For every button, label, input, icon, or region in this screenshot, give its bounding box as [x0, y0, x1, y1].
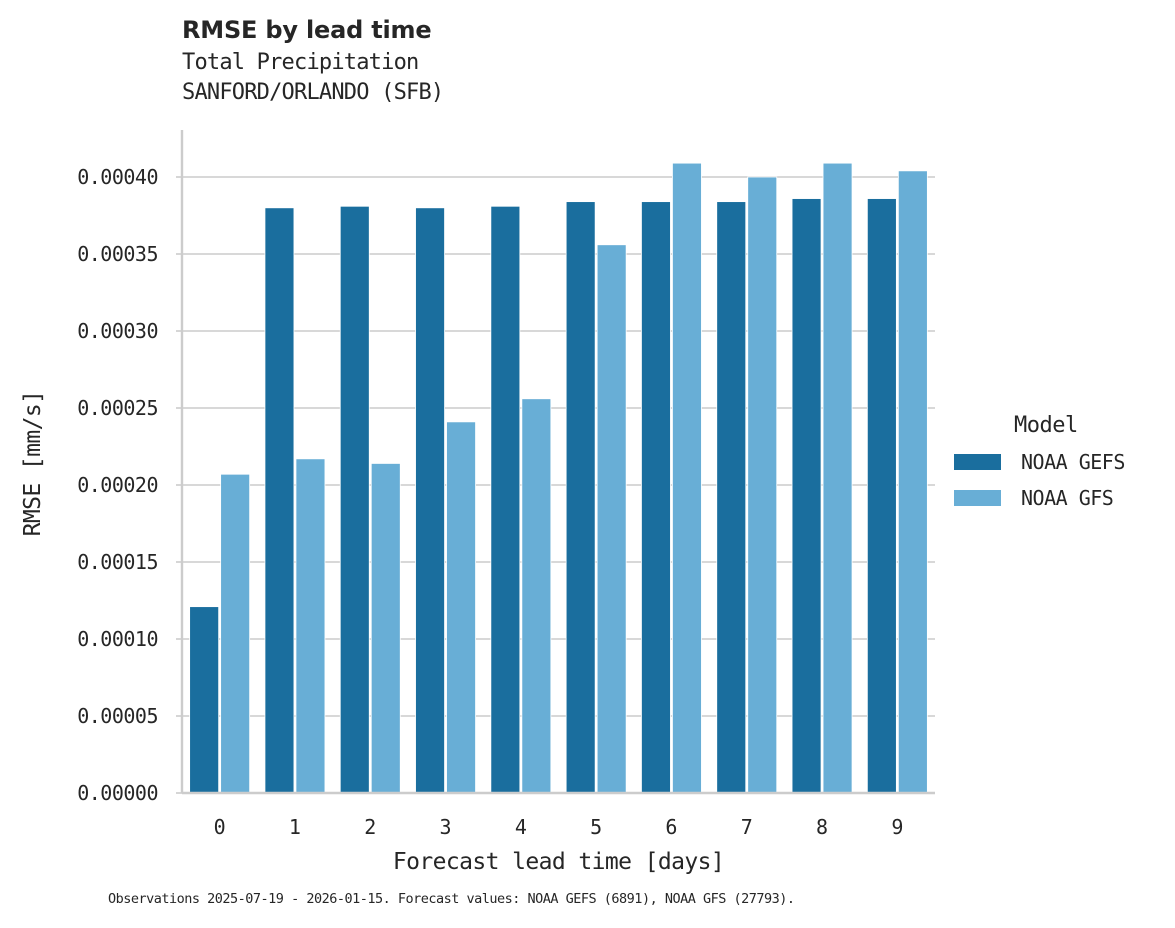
y-tick-label: 0.00015 — [77, 550, 158, 574]
y-tick-label: 0.00035 — [77, 242, 158, 266]
bar-noaa-gfs-1 — [295, 458, 326, 794]
bar-noaa-gfs-7 — [747, 176, 778, 794]
x-axis-label: Forecast lead time [days] — [393, 849, 724, 875]
y-tick-label: 0.00030 — [77, 319, 158, 343]
x-tick-label: 9 — [891, 815, 903, 839]
bar-noaa-gefs-5 — [565, 201, 596, 794]
y-tick-label: 0.00005 — [77, 704, 158, 728]
y-tick-label: 0.00010 — [77, 627, 158, 651]
bar-noaa-gefs-6 — [641, 201, 671, 794]
bar-noaa-gfs-9 — [897, 170, 928, 794]
bars — [189, 162, 928, 794]
bar-noaa-gefs-4 — [490, 205, 521, 794]
legend-label: NOAA GFS — [1021, 486, 1114, 510]
chart-subtitle-variable: Total Precipitation — [182, 50, 419, 75]
x-tick-label: 6 — [665, 815, 677, 839]
x-tick-label: 4 — [515, 815, 527, 839]
legend-title: Model — [1014, 413, 1078, 438]
y-tick-label: 0.00020 — [77, 473, 158, 497]
x-tick-label: 2 — [364, 815, 376, 839]
gridlines — [182, 176, 935, 717]
footnote: Observations 2025-07-19 - 2026-01-15. Fo… — [108, 891, 795, 907]
bar-noaa-gefs-9 — [866, 198, 897, 794]
axes: 0.00000 0.00005 0.00010 0.00015 0.00020 0.000… — [20, 130, 935, 875]
chart-subtitle-station: SANFORD/ORLANDO (SFB) — [182, 80, 444, 105]
y-tick-label: 0.00025 — [77, 396, 158, 420]
bar-noaa-gfs-3 — [446, 421, 476, 794]
y-tick-label: 0.00000 — [77, 781, 158, 805]
legend-label: NOAA GEFS — [1021, 450, 1125, 474]
legend-swatch-gfs — [954, 490, 1001, 506]
bar-noaa-gefs-3 — [415, 207, 445, 794]
bar-noaa-gfs-6 — [672, 162, 702, 794]
bar-noaa-gefs-7 — [716, 201, 747, 794]
x-tick-label: 5 — [590, 815, 602, 839]
x-tick-label: 0 — [214, 815, 226, 839]
bar-noaa-gfs-2 — [370, 463, 401, 794]
x-tick-label: 8 — [816, 815, 828, 839]
x-tick-label: 1 — [289, 815, 301, 839]
bar-noaa-gefs-2 — [339, 205, 370, 794]
legend-swatch-gefs — [954, 454, 1001, 470]
bar-noaa-gfs-5 — [596, 244, 627, 794]
x-tick-label: 3 — [440, 815, 452, 839]
legend-item-gefs: NOAA GEFS — [954, 450, 1125, 474]
bar-noaa-gefs-0 — [189, 606, 220, 794]
bar-noaa-gfs-8 — [822, 162, 853, 794]
bar-noaa-gfs-4 — [521, 398, 552, 794]
y-tick-label: 0.00040 — [77, 165, 158, 189]
chart-title: RMSE by lead time — [182, 16, 432, 44]
x-tick-label: 7 — [741, 815, 753, 839]
bar-noaa-gfs-0 — [220, 473, 251, 794]
bar-noaa-gefs-1 — [264, 207, 295, 794]
y-axis-label: RMSE [mm/s] — [20, 391, 46, 537]
bar-noaa-gefs-8 — [791, 198, 822, 794]
legend-item-gfs: NOAA GFS — [954, 486, 1114, 510]
